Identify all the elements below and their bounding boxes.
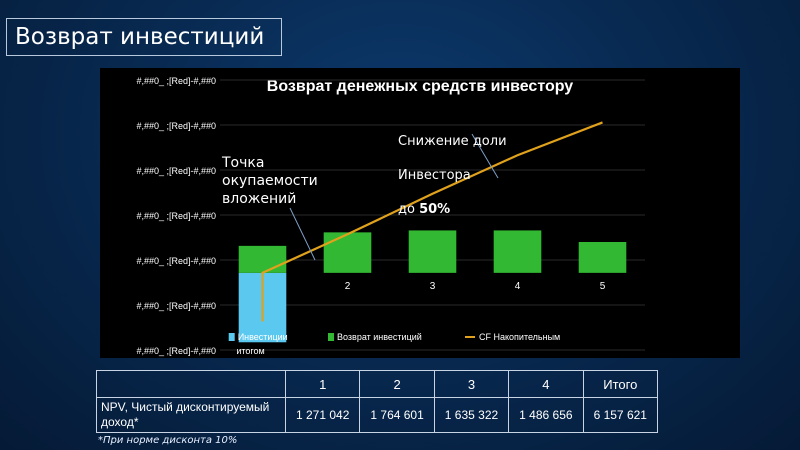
y-tick-label: #,##0_ ;[Red]-#,##0 <box>136 121 216 131</box>
table-header: 1 <box>284 370 361 398</box>
reduction-line-1: Снижение доли <box>398 134 507 149</box>
y-tick-label: #,##0_ ;[Red]-#,##0 <box>136 166 216 176</box>
bar <box>408 230 457 273</box>
table-cell: 6 157 621 <box>582 397 659 433</box>
bar <box>323 232 372 273</box>
npv-table: 1 2 3 4 Итого NPV, Чистый дисконтируемый… <box>96 370 659 433</box>
y-tick-label: #,##0_ ;[Red]-#,##0 <box>136 301 216 311</box>
footnote: *При норме дисконта 10% <box>98 435 238 446</box>
legend-label: Возврат инвестиций <box>337 332 422 342</box>
x-tick-label: 4 <box>515 281 521 292</box>
legend-swatch <box>228 333 235 341</box>
table-row: NPV, Чистый дисконтируемый доход* 1 271 … <box>96 397 659 433</box>
table-header-row: 1 2 3 4 Итого <box>96 370 659 398</box>
x-tick-label: 5 <box>600 281 606 292</box>
table-cell: 1 486 656 <box>508 397 584 433</box>
row-label: NPV, Чистый дисконтируемый доход* <box>96 397 286 433</box>
x-tick-label: 2 <box>345 281 351 292</box>
x-tick-label: 3 <box>430 281 436 292</box>
x-tick-label: итогом <box>236 346 264 356</box>
table-header: 3 <box>433 370 510 398</box>
y-tick-label: #,##0_ ;[Red]-#,##0 <box>136 211 216 221</box>
reduction-prefix: до <box>398 202 420 217</box>
legend-swatch <box>328 333 334 341</box>
legend-label: CF Накопительным <box>479 332 560 342</box>
reduction-annotation: Снижение доли Инвестора до 50% <box>398 116 507 235</box>
reduction-line-3: до 50% <box>398 201 507 218</box>
y-tick-label: #,##0_ ;[Red]-#,##0 <box>136 76 216 86</box>
chart-svg: #,##0_ ;[Red]-#,##0 #,##0_ ;[Red]-#,##0 #,… <box>136 76 645 356</box>
chart-title: Возврат денежных средств инвестору <box>266 78 574 95</box>
bar <box>578 242 627 273</box>
table-cell: 1 635 322 <box>433 397 510 433</box>
table-header: Итого <box>582 370 659 398</box>
reduction-arrow <box>471 133 499 179</box>
table-cell: 1 271 042 <box>284 397 361 433</box>
payback-arrow <box>289 207 316 261</box>
y-tick-label: #,##0_ ;[Red]-#,##0 <box>136 346 216 356</box>
cumulative-line <box>261 121 603 322</box>
bar <box>238 245 287 273</box>
table-header: 4 <box>508 370 584 398</box>
table-cell: 1 764 601 <box>359 397 435 433</box>
y-tick-label: #,##0_ ;[Red]-#,##0 <box>136 256 216 266</box>
payback-annotation: Точка окупаемости вложений <box>222 155 318 207</box>
reduction-value: 50% <box>419 202 451 217</box>
legend-label: Инвестиции <box>238 332 288 342</box>
slide-title: Возврат инвестиций <box>6 18 282 56</box>
table-header <box>96 370 286 398</box>
bar <box>493 230 542 273</box>
reduction-line-2: Инвестора <box>398 168 471 183</box>
chart: Возврат денежных средств инвестору #,##0… <box>100 68 740 358</box>
table-header: 2 <box>359 370 435 398</box>
